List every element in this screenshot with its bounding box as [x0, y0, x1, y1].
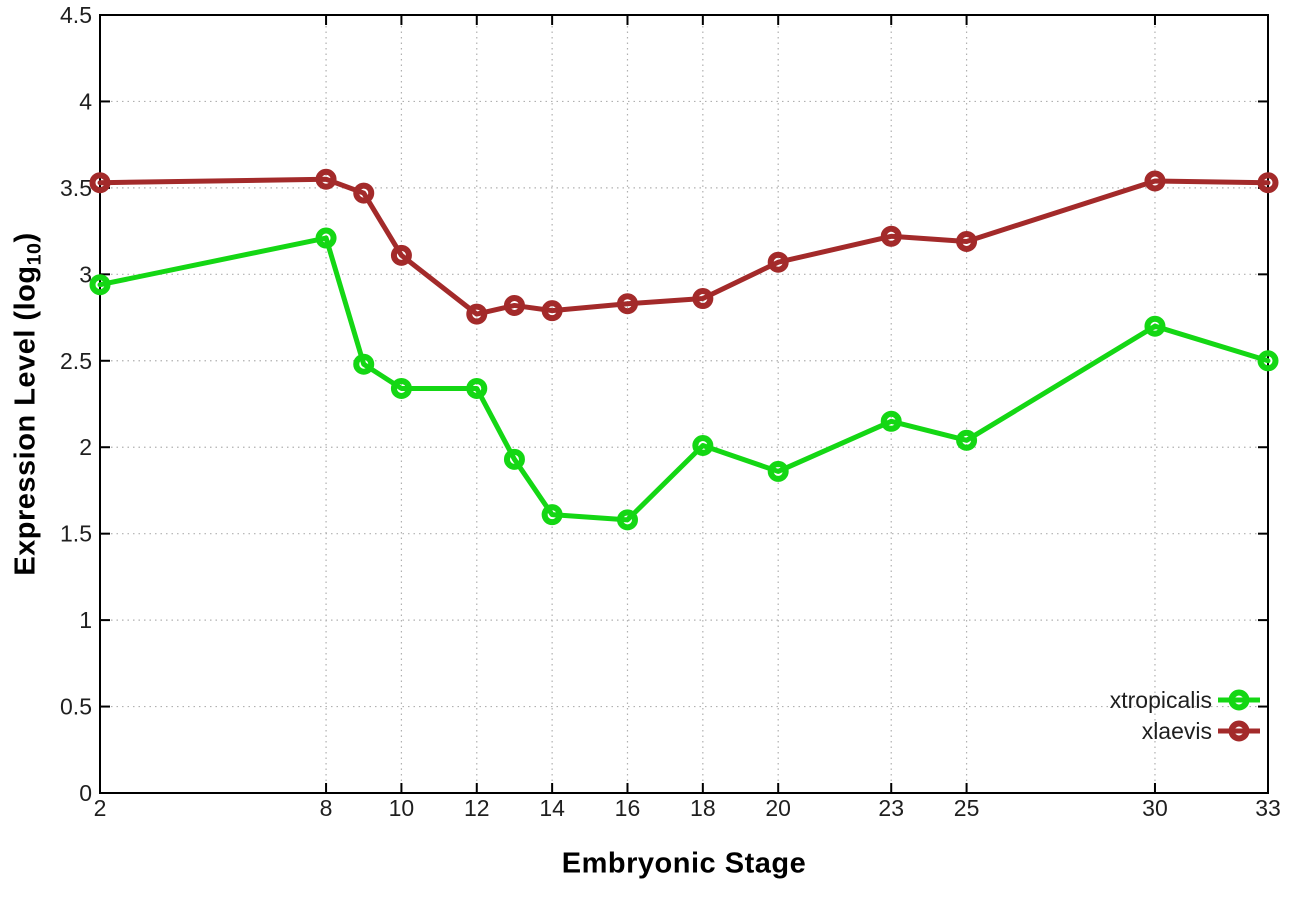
series-line-xtropicalis: [97, 235, 1271, 523]
y-tick-label: 2.5: [60, 348, 92, 374]
y-tick-label: 3.5: [60, 175, 92, 201]
series-marker-xlaevis: [1257, 172, 1279, 194]
x-tick-label: 23: [878, 795, 904, 821]
series-marker-xtropicalis: [390, 377, 412, 399]
series-marker-xlaevis: [692, 288, 714, 310]
x-tick-label: 33: [1255, 795, 1281, 821]
legend-label-xtropicalis: xtropicalis: [1109, 687, 1212, 713]
y-axis-title: Expression Level (log10): [9, 232, 46, 576]
y-tick-label: 1: [79, 607, 92, 633]
y-axis-title-main: Expression Level (log: [9, 265, 42, 576]
series-marker-xlaevis: [466, 303, 488, 325]
series-line-xlaevis: [97, 176, 1271, 317]
y-axis-title-subscript: 10: [23, 242, 46, 266]
series-marker-xtropicalis: [880, 410, 902, 432]
legend-label-xlaevis: xlaevis: [1141, 718, 1212, 744]
y-tick-label: 0: [79, 780, 92, 806]
y-tick-label: 4.5: [60, 2, 92, 28]
series-marker-xtropicalis: [541, 504, 563, 526]
x-tick-label: 20: [765, 795, 791, 821]
y-tick-label: 0.5: [60, 694, 92, 720]
series-marker-xtropicalis: [1144, 315, 1166, 337]
x-tick-label: 12: [464, 795, 490, 821]
series-marker-xlaevis: [390, 244, 412, 266]
y-axis-title-close: ): [9, 232, 42, 243]
series-marker-xtropicalis: [692, 434, 714, 456]
x-tick-label: 30: [1142, 795, 1168, 821]
series-marker-xtropicalis: [956, 429, 978, 451]
x-tick-label: 14: [539, 795, 565, 821]
x-tick-label: 10: [389, 795, 415, 821]
series-marker-xlaevis: [956, 230, 978, 252]
series-marker-xtropicalis: [616, 509, 638, 531]
series-marker-xlaevis: [616, 293, 638, 315]
series-marker-xlaevis: [541, 300, 563, 322]
series-marker-xtropicalis: [1257, 350, 1279, 372]
x-tick-label: 18: [690, 795, 716, 821]
x-tick-label: 25: [954, 795, 980, 821]
x-axis-title: Embryonic Stage: [561, 847, 807, 880]
y-tick-label: 1.5: [60, 521, 92, 547]
y-tick-label: 2: [79, 434, 92, 460]
x-tick-label: 2: [94, 795, 107, 821]
x-tick-label: 8: [320, 795, 333, 821]
series-marker-xtropicalis: [315, 227, 337, 249]
series-marker-xlaevis: [353, 182, 375, 204]
series-marker-xtropicalis: [503, 448, 525, 470]
series-marker-xlaevis: [767, 251, 789, 273]
series-marker-xlaevis: [880, 225, 902, 247]
series-marker-xlaevis: [503, 294, 525, 316]
y-tick-label: 4: [79, 88, 92, 114]
legend-sample-marker-xtropicalis: [1228, 689, 1250, 711]
series-marker-xtropicalis: [353, 353, 375, 375]
series-marker-xlaevis: [315, 168, 337, 190]
legend-sample-marker-xlaevis: [1228, 720, 1250, 742]
series-marker-xtropicalis: [767, 460, 789, 482]
series-marker-xlaevis: [89, 172, 111, 194]
series-marker-xtropicalis: [466, 377, 488, 399]
plot-border: [99, 14, 1269, 794]
x-tick-label: 16: [615, 795, 641, 821]
y-tick-label: 3: [79, 261, 92, 287]
series-marker-xtropicalis: [89, 274, 111, 296]
series-marker-xlaevis: [1144, 170, 1166, 192]
